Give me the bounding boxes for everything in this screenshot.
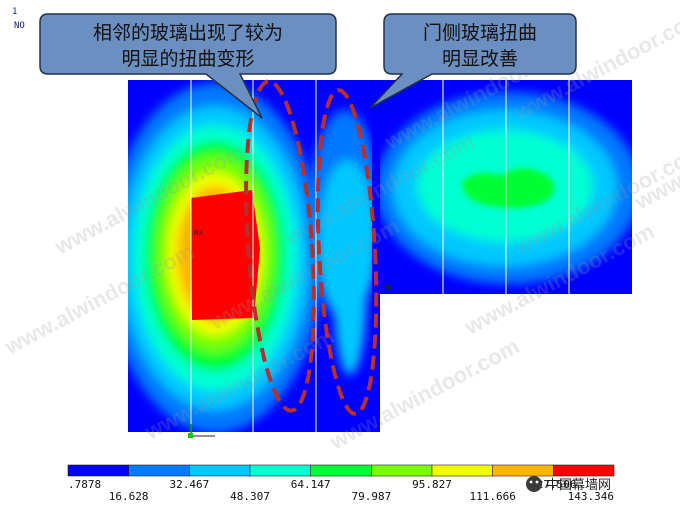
callout-left-line-1: 相邻的玻璃出现了较为 <box>93 22 283 44</box>
legend-swatch <box>67 464 129 477</box>
legend-tick-label: 32.467 <box>169 478 209 491</box>
highlight-outlines <box>244 79 379 416</box>
callout-right-line-2: 明显改善 <box>442 48 518 70</box>
max-region <box>191 190 260 320</box>
legend-tick-label: 79.987 <box>351 490 391 503</box>
legend-swatch <box>492 464 554 477</box>
mullion-lines <box>190 80 570 432</box>
legend-tick-label: 95.827 <box>412 478 452 491</box>
legend-swatch <box>128 464 190 477</box>
legend-swatch <box>371 464 433 477</box>
legend-swatch <box>431 464 493 477</box>
legend-color-bar <box>67 464 615 477</box>
callout-right: 门侧玻璃扭曲 明显改善 <box>369 13 577 109</box>
legend-swatch <box>249 464 311 477</box>
legend-swatch <box>189 464 251 477</box>
brand-label: 中国幕墙网 <box>546 478 611 493</box>
adjacent-glass-outline <box>244 79 316 413</box>
legend-tick-label: 111.666 <box>469 490 515 503</box>
callout-right-line-1: 门侧玻璃扭曲 <box>423 22 537 44</box>
door-glass-outline <box>315 88 379 416</box>
legend-tick-label: 127.506 <box>530 478 576 491</box>
coordinate-triad-icon <box>188 424 215 438</box>
legend-tick-label: 143.346 <box>568 490 614 503</box>
callout-left-line-2: 明显的扭曲变形 <box>121 48 254 70</box>
brand-mark: 中国幕墙网 <box>526 476 611 493</box>
legend-tick-label: 48.307 <box>230 490 270 503</box>
callout-left: 相邻的玻璃出现了较为 明显的扭曲变形 <box>39 13 337 119</box>
legend-tick-label: .7878 <box>68 478 101 491</box>
corner-tag-label: NO <box>14 21 25 31</box>
max-tag: MX <box>194 229 203 237</box>
legend-swatch <box>553 464 615 477</box>
figure-index-label: 1 <box>12 7 17 17</box>
legend-tick-label: 16.628 <box>109 490 149 503</box>
legend-swatch <box>310 464 372 477</box>
legend-tick-labels: .7878 16.628 32.467 48.307 64.147 79.987 95.82… <box>68 478 614 503</box>
wechat-icon <box>526 476 542 492</box>
min-tag: MN <box>383 284 391 292</box>
legend-tick-label: 64.147 <box>291 478 331 491</box>
